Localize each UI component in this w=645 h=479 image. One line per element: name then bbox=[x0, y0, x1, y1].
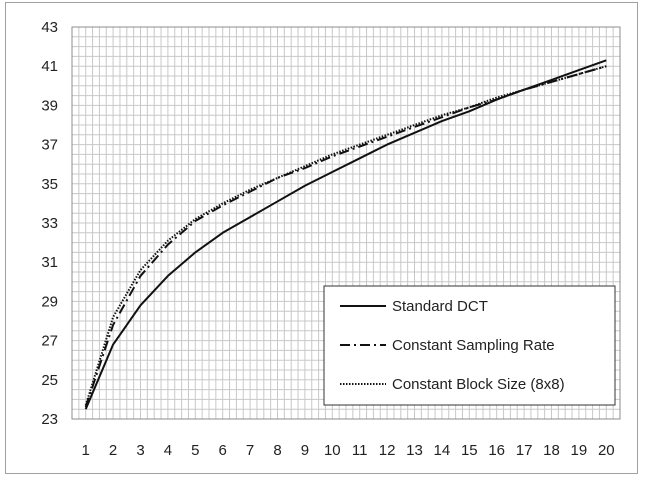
legend: Standard DCT Constant Sampling Rate Consta… bbox=[323, 285, 616, 406]
x-tick-label: 5 bbox=[191, 442, 199, 459]
x-tick-label: 6 bbox=[219, 442, 227, 459]
x-tick-label: 16 bbox=[488, 442, 505, 459]
x-tick-label: 10 bbox=[324, 442, 341, 459]
x-tick-label: 17 bbox=[516, 442, 533, 459]
x-tick-label: 20 bbox=[598, 442, 615, 459]
x-tick-label: 11 bbox=[352, 442, 368, 459]
x-tick-label: 19 bbox=[571, 442, 588, 459]
x-tick-label: 4 bbox=[164, 442, 172, 459]
x-tick-label: 12 bbox=[379, 442, 396, 459]
y-tick-label: 43 bbox=[41, 19, 58, 36]
series-line-2 bbox=[84, 65, 607, 408]
y-tick-label: 39 bbox=[41, 97, 58, 114]
x-tick-labels: 1 2 3 4 5 6 7 8 9 10 11 12 13 14 15 16 17 18 19 20 bbox=[82, 442, 615, 459]
x-tick-label: 9 bbox=[301, 442, 309, 459]
x-tick-label: 7 bbox=[246, 442, 254, 459]
legend-label: Constant Block Size (8x8) bbox=[392, 376, 565, 393]
legend-label: Constant Sampling Rate bbox=[392, 337, 555, 354]
series-line-3 bbox=[84, 65, 607, 406]
x-tick-label: 3 bbox=[136, 442, 144, 459]
y-tick-label: 23 bbox=[41, 411, 58, 428]
legend-label: Standard DCT bbox=[392, 298, 488, 315]
x-tick-label: 2 bbox=[109, 442, 117, 459]
y-tick-label: 37 bbox=[41, 137, 58, 154]
y-tick-label: 25 bbox=[41, 372, 58, 389]
x-tick-label: 13 bbox=[406, 442, 423, 459]
x-tick-label: 15 bbox=[461, 442, 478, 459]
y-tick-labels: 23 25 27 29 31 33 35 37 39 41 43 bbox=[41, 19, 58, 428]
x-tick-label: 18 bbox=[543, 442, 560, 459]
y-tick-label: 33 bbox=[41, 215, 58, 232]
y-tick-label: 27 bbox=[41, 333, 58, 350]
y-tick-label: 29 bbox=[41, 293, 58, 310]
x-tick-label: 14 bbox=[434, 442, 451, 459]
series-lines bbox=[84, 59, 607, 410]
y-tick-label: 41 bbox=[41, 58, 58, 75]
y-tick-label: 35 bbox=[41, 176, 58, 193]
plot-border bbox=[71, 26, 621, 420]
x-tick-label: 1 bbox=[82, 442, 90, 459]
y-tick-label: 31 bbox=[41, 254, 58, 271]
x-tick-label: 8 bbox=[273, 442, 281, 459]
plot-area-border bbox=[71, 26, 621, 420]
